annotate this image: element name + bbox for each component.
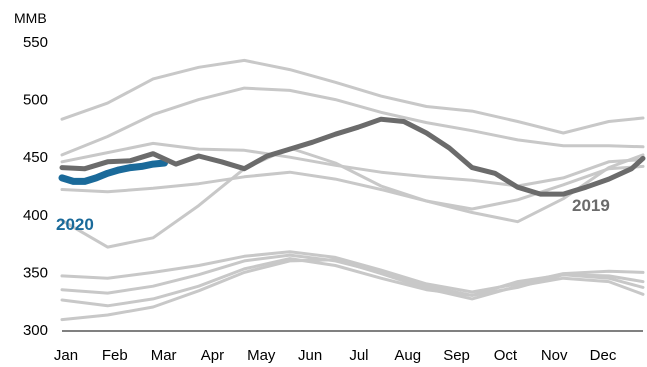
x-tick-label-jun: Jun xyxy=(298,347,322,364)
y-tick-label: 450 xyxy=(23,149,48,166)
x-tick-label-apr: Apr xyxy=(201,347,224,364)
series-labels: 2020 2019 xyxy=(56,196,610,234)
series-label-2020: 2020 xyxy=(56,215,94,234)
history-line-5 xyxy=(60,146,645,249)
x-tick-label-aug: Aug xyxy=(394,347,421,364)
highlighted-series-group xyxy=(58,116,646,197)
series-line-2020 xyxy=(58,159,168,185)
x-tick-label-dec: Dec xyxy=(590,347,617,364)
history-line-8 xyxy=(60,257,645,308)
history-line-9 xyxy=(60,258,645,322)
x-tick-label-jul: Jul xyxy=(349,347,368,364)
y-axis-unit-label: MMB xyxy=(14,10,47,26)
history-line-1 xyxy=(60,58,645,135)
history-line-2 xyxy=(60,86,645,157)
x-tick-label-nov: Nov xyxy=(541,347,568,364)
y-tick-label: 350 xyxy=(23,264,48,281)
x-tick-label-feb: Feb xyxy=(102,347,128,364)
series-label-2019: 2019 xyxy=(572,196,610,215)
y-tick-label: 550 xyxy=(23,34,48,51)
x-tick-label-mar: Mar xyxy=(151,347,177,364)
x-tick-label-oct: Oct xyxy=(494,347,518,364)
series-line-2019 xyxy=(59,116,646,197)
x-tick-label-jan: Jan xyxy=(54,347,78,364)
x-tick-label-sep: Sep xyxy=(443,347,470,364)
x-axis: Jan Feb Mar Apr May Jun Jul Aug Sep Oct Nov Dec xyxy=(54,330,643,364)
history-line-3 xyxy=(60,141,645,188)
x-tick-label-may: May xyxy=(247,347,276,364)
history-line-4 xyxy=(60,153,645,224)
y-tick-label: 400 xyxy=(23,207,48,224)
historical-series-group xyxy=(60,58,645,322)
y-axis-tick-labels: 300 350 400 450 500 550 xyxy=(23,34,48,339)
y-tick-label: 300 xyxy=(23,322,48,339)
y-tick-label: 500 xyxy=(23,92,48,109)
